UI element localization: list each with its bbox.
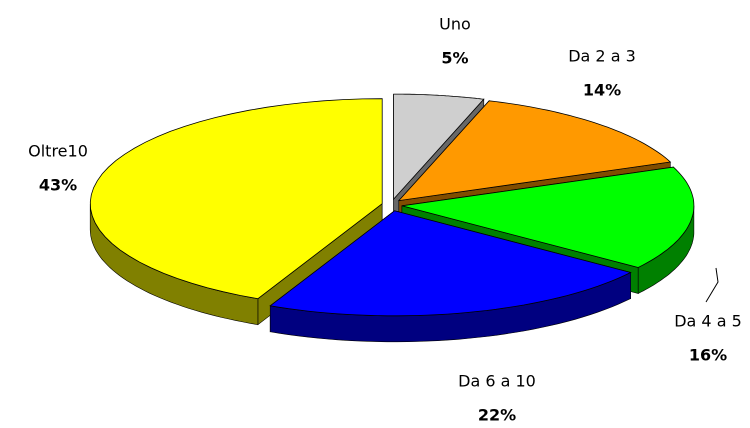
value-label: 5% — [441, 49, 468, 68]
value-label: 22% — [478, 406, 516, 425]
category-label: Uno — [439, 15, 471, 34]
value-label: 14% — [583, 81, 621, 100]
leader-line — [705, 267, 719, 303]
category-label: Oltre10 — [28, 142, 88, 161]
slice — [393, 93, 485, 201]
category-label: Da 4 a 5 — [674, 312, 742, 331]
category-label: Da 2 a 3 — [568, 47, 636, 66]
category-label: Da 6 a 10 — [458, 372, 536, 391]
slice — [401, 166, 695, 268]
slice — [89, 98, 383, 300]
value-label: 43% — [39, 176, 77, 195]
slice — [269, 210, 632, 317]
value-label: 16% — [689, 346, 727, 365]
slice — [397, 100, 672, 202]
